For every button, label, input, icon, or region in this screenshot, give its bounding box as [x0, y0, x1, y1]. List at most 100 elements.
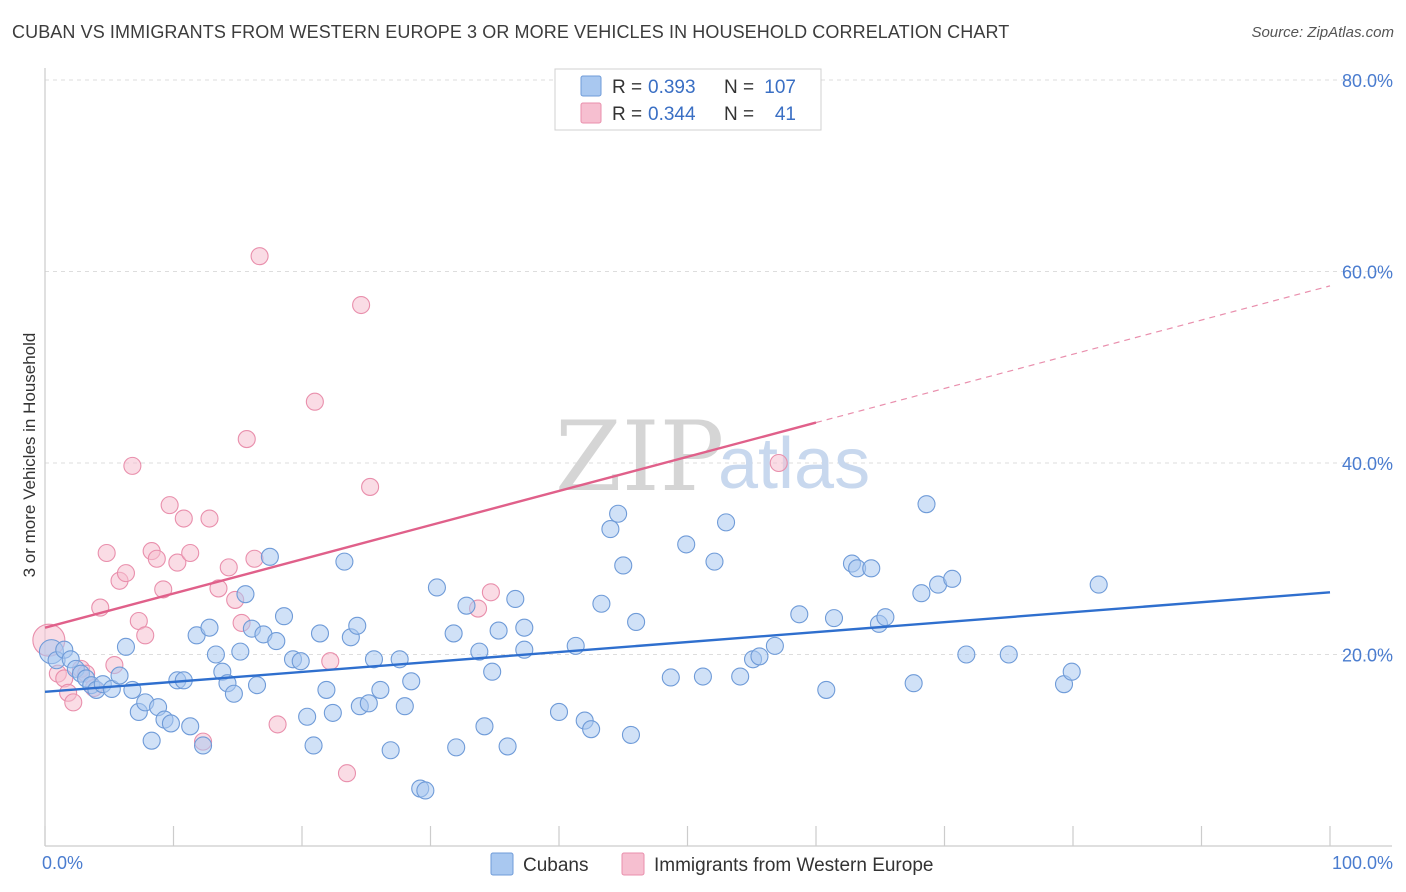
immigrants-point — [337, 764, 357, 783]
immigrants-point — [321, 652, 340, 671]
cubans-point — [765, 636, 784, 655]
cubans-point — [335, 552, 354, 571]
cubans-point — [371, 680, 390, 699]
cubans-point — [912, 584, 931, 603]
immigrants-point — [361, 477, 380, 496]
immigrants-point — [268, 715, 287, 734]
cubans-point — [661, 668, 680, 687]
y-tick-labels: 20.0% 40.0% 60.0% 80.0% — [1342, 71, 1393, 666]
bottom-legend-label-immigrants: Immigrants from Western Europe — [654, 855, 933, 876]
cubans-point — [304, 736, 323, 755]
legend-r-label-blue: R = — [612, 77, 642, 98]
legend-n-label-blue: N = — [724, 77, 754, 98]
x-tick-label-max: 100.0% — [1332, 853, 1393, 873]
cubans-point — [236, 585, 255, 604]
cubans-point — [267, 632, 286, 651]
cubans-point — [627, 612, 646, 631]
cubans-point — [790, 605, 809, 624]
cubans-point — [957, 645, 976, 664]
immigrants-point — [160, 496, 179, 515]
legend-n-value-pink: 41 — [775, 104, 796, 125]
immigrants-point — [174, 509, 193, 528]
immigrants-point — [97, 543, 116, 563]
cubans-point — [592, 594, 611, 613]
cubans-point — [247, 676, 267, 695]
cubans-point — [716, 513, 736, 532]
cubans-point — [194, 736, 213, 755]
cubans-point — [506, 589, 525, 609]
cubans-point — [291, 652, 310, 671]
cubans-point — [489, 621, 508, 640]
cubans-point — [102, 679, 121, 699]
pink-trend-line-extension — [815, 285, 1331, 424]
cubans-point — [614, 556, 633, 575]
cubans-point — [483, 662, 502, 681]
cubans-point — [549, 702, 569, 722]
cubans-point — [116, 637, 136, 656]
bottom-legend-swatch-cubans — [490, 852, 514, 876]
immigrants-point — [200, 509, 219, 528]
immigrants-point — [64, 693, 83, 712]
legend: R = 0.393 N = 107 R = 0.344 N = 41 — [554, 68, 822, 131]
immigrants-point — [123, 456, 142, 475]
cubans-point — [359, 694, 378, 713]
cubans-point — [206, 645, 225, 664]
cubans-point — [427, 578, 446, 597]
immigrants-point — [209, 579, 228, 598]
cubans-point — [475, 717, 494, 736]
immigrants-point — [237, 430, 256, 449]
cubans-point — [402, 672, 421, 691]
immigrants-point — [305, 392, 324, 411]
y-tick-label-20: 20.0% — [1342, 646, 1393, 666]
cubans-point — [609, 504, 628, 523]
cubans-point — [310, 624, 330, 643]
legend-r-label-pink: R = — [612, 104, 642, 125]
legend-n-value-blue: 107 — [764, 77, 796, 98]
cubans-point — [817, 680, 836, 699]
y-axis-label: 3 or more Vehicles in Household — [20, 333, 39, 578]
source-credit: Source: ZipAtlas.com — [1251, 24, 1394, 41]
cubans-point — [1062, 662, 1081, 681]
immigrants-point — [116, 564, 136, 583]
cubans-point — [142, 731, 161, 750]
legend-n-label-pink: N = — [724, 104, 754, 125]
immigrants-point — [245, 549, 264, 568]
cubans-point — [470, 642, 489, 661]
cubans-point — [181, 717, 200, 736]
legend-r-value-pink: 0.344 — [648, 104, 696, 125]
cubans-point — [677, 535, 696, 554]
cubans-point — [110, 666, 129, 685]
immigrants-point — [352, 295, 371, 315]
y-tick-label-60: 60.0% — [1342, 263, 1393, 283]
legend-swatch-pink — [580, 102, 602, 124]
cubans-point — [161, 714, 180, 733]
legend-swatch-blue — [580, 75, 602, 97]
cubans-point — [323, 703, 342, 722]
cubans-point — [750, 647, 769, 666]
cubans-point — [200, 618, 219, 637]
immigrants-point — [147, 549, 166, 568]
grid — [45, 79, 1392, 655]
cubans-point — [416, 781, 435, 800]
immigrants-point — [136, 626, 155, 645]
watermark: ZIP atlas — [555, 401, 870, 513]
cubans-point — [862, 559, 881, 578]
axes — [44, 68, 1392, 847]
cubans-point — [457, 596, 476, 615]
immigrants-point — [250, 247, 269, 266]
cubans-point — [999, 645, 1018, 664]
watermark-zip: ZIP — [555, 401, 724, 513]
bottom-legend: Cubans Immigrants from Western Europe — [490, 852, 933, 876]
cubans-point — [298, 707, 317, 726]
immigrants-point — [481, 583, 500, 602]
watermark-atlas: atlas — [718, 424, 870, 504]
trend-lines — [44, 285, 1331, 694]
chart-title: CUBAN VS IMMIGRANTS FROM WESTERN EUROPE … — [12, 22, 1010, 42]
cubans-point — [705, 552, 724, 571]
immigrants-point — [154, 580, 173, 599]
cubans-point — [381, 741, 400, 760]
cubans-point — [260, 547, 279, 566]
legend-r-value-blue: 0.393 — [648, 77, 696, 98]
cubans-point — [731, 667, 750, 686]
